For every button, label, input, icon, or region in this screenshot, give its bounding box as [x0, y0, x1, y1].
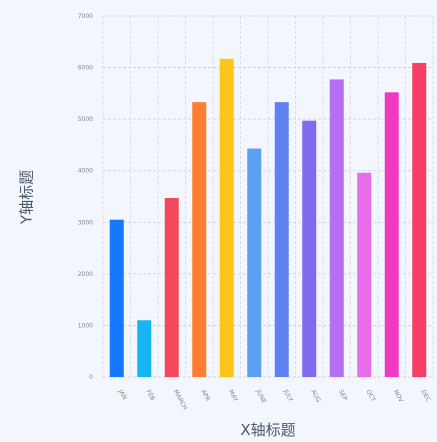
x-tick-label: MARCH [172, 389, 188, 412]
x-tick-label: JULY [282, 388, 295, 403]
bar [247, 148, 262, 377]
bar [329, 79, 344, 377]
bar [274, 102, 289, 378]
bar-layer [109, 58, 427, 378]
bar [357, 172, 372, 377]
bar [164, 198, 179, 377]
x-tick-label: OCT [364, 389, 376, 404]
bar [137, 320, 152, 377]
x-tick-label: MAY [227, 389, 239, 404]
x-tick-label: NOV [392, 389, 405, 405]
y-tick-label: 7000 [78, 13, 93, 20]
y-tick-label: 2000 [78, 271, 93, 278]
bar [302, 120, 317, 377]
x-tick-label: FEB [144, 389, 156, 402]
bar [192, 102, 207, 378]
y-tick-label: 4000 [78, 168, 93, 175]
x-tick-label: JUNE [254, 388, 268, 405]
y-tick-label: 3000 [78, 219, 93, 226]
x-tick-label: APR [199, 389, 211, 403]
x-tick-label: DEC [419, 389, 431, 403]
x-axis-title: X轴标题 [240, 421, 295, 439]
y-tick-label: 6000 [78, 65, 93, 72]
bar [384, 92, 399, 377]
grid-layer [102, 15, 434, 378]
bar [219, 58, 234, 377]
y-axis-title: Y轴标题 [18, 170, 36, 225]
bar [109, 219, 124, 377]
bar [412, 62, 427, 378]
x-tick-label: AUG [309, 389, 322, 404]
x-tick-label: JAN [117, 388, 128, 401]
y-tick-label: 0 [89, 374, 93, 381]
y-tick-label: 5000 [78, 116, 93, 123]
y-tick-label: 1000 [78, 322, 93, 329]
x-tick-label: SEP [337, 389, 349, 403]
